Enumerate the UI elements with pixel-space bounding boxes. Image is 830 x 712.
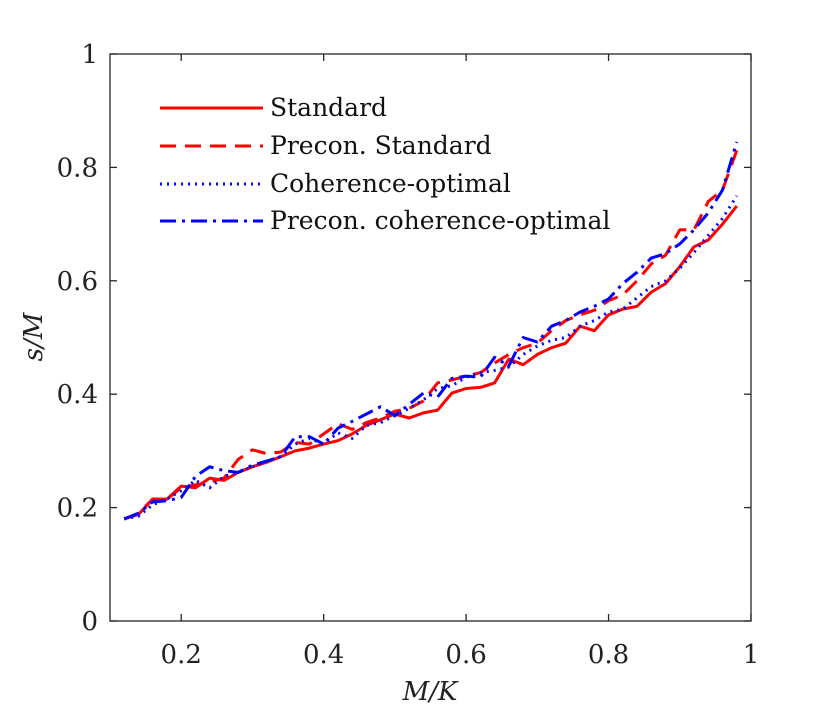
y-tick-label: 0.4 xyxy=(57,380,98,410)
y-tick-label: 0.2 xyxy=(57,494,98,524)
plot-area xyxy=(109,53,752,622)
series-line-standard xyxy=(123,205,738,521)
legend-label-precon-standard: Precon. Standard xyxy=(270,131,492,160)
series-layer xyxy=(123,141,739,521)
x-axis-label: M/K xyxy=(402,677,459,707)
y-tick-label: 0.8 xyxy=(57,153,98,183)
series-line-precon-coherence-optimal xyxy=(123,141,739,521)
x-tick-label: 0.4 xyxy=(303,640,344,670)
y-tick-label: 0 xyxy=(81,607,98,637)
x-tick-label: 0.8 xyxy=(588,640,629,670)
legend: Standard Precon. Standard Coherence-opti… xyxy=(160,93,610,235)
x-tick-label: 1 xyxy=(743,640,760,670)
ticks-layer: 0.2 0.4 0.6 0.8 1 0 0.2 0.4 0.6 0.8 1 xyxy=(57,40,760,670)
legend-label-coherence-optimal: Coherence-optimal xyxy=(270,169,511,198)
y-tick-label: 1 xyxy=(81,40,98,70)
x-tick-label: 0.2 xyxy=(161,640,202,670)
x-tick-label: 0.6 xyxy=(445,640,486,670)
legend-label-standard: Standard xyxy=(270,93,387,122)
y-tick-label: 0.6 xyxy=(57,267,98,297)
y-axis-label: s/M xyxy=(19,311,49,361)
legend-label-precon-coherence-optimal: Precon. coherence-optimal xyxy=(270,206,610,235)
